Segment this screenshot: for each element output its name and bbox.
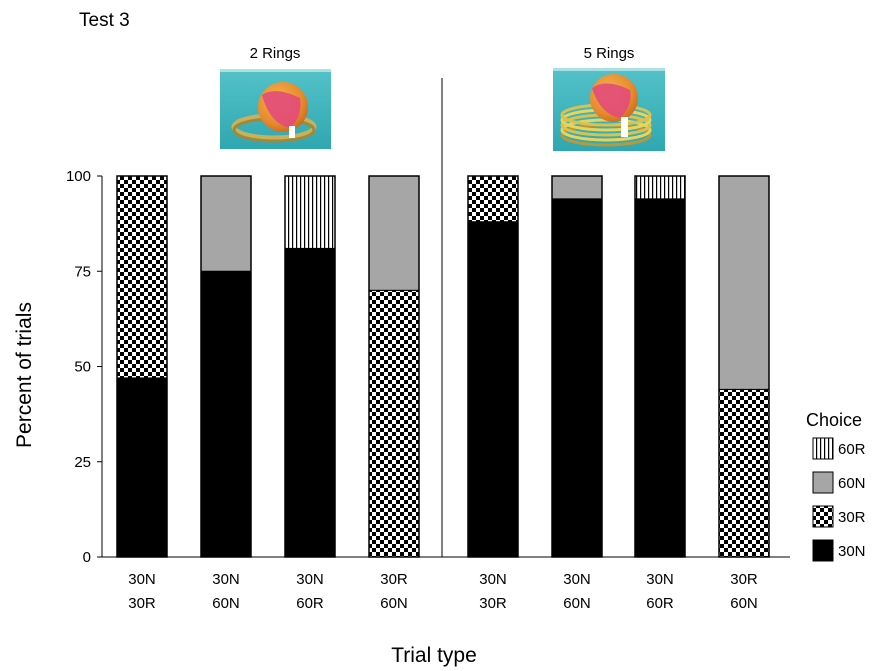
ball-on-two-rings-photo (220, 69, 331, 149)
bar-segment-60N (718, 175, 770, 390)
bar-segment-30N (634, 198, 686, 558)
y-tick-label: 75 (74, 263, 91, 280)
legend-swatch-30R (812, 505, 834, 528)
x-tick-label-line1: 30R (380, 571, 408, 588)
legend-swatch-30N (812, 539, 834, 562)
y-tick-label: 100 (66, 168, 91, 185)
chart-title: Test 3 (79, 10, 130, 31)
bar-outline (634, 175, 686, 558)
legend-swatch-60N (812, 471, 834, 494)
x-tick-label-line2: 60N (212, 595, 240, 612)
bar-segment-30N (200, 270, 252, 558)
x-tick-label-line1: 30N (128, 571, 156, 588)
legend-label-30N: 30N (838, 543, 866, 560)
x-tick-label-line1: 30R (730, 571, 758, 588)
bar-outline (467, 175, 519, 558)
legend-swatch-60R (812, 437, 834, 460)
bar-segment-30R (368, 289, 420, 558)
group-label-2-rings: 2 Rings (250, 45, 301, 62)
legend-label-60R: 60R (838, 441, 866, 458)
bar-outline (551, 175, 603, 558)
x-tick-label-line2: 60R (646, 595, 674, 612)
x-tick-label-line1: 30N (563, 571, 591, 588)
bar-outline (368, 175, 420, 558)
bar-outline (284, 175, 336, 558)
bar-outline (718, 175, 770, 558)
y-tick-label: 25 (74, 454, 91, 471)
y-tick-label: 0 (83, 549, 91, 566)
bar-segment-30N (467, 221, 519, 558)
x-axis-title: Trial type (391, 644, 477, 667)
x-tick-label-line2: 30R (479, 595, 507, 612)
x-tick-label-line2: 60N (380, 595, 408, 612)
y-axis-title: Percent of trials (13, 302, 36, 448)
x-tick-label-line2: 60R (296, 595, 324, 612)
bar-segment-30N (284, 247, 336, 558)
bar-segment-60R (634, 175, 686, 200)
bar-segment-30R (116, 175, 168, 379)
bar-segment-60N (368, 175, 420, 291)
x-tick-label-line2: 60N (563, 595, 591, 612)
bar-segment-30N (116, 377, 168, 558)
bar-outline (200, 175, 252, 558)
legend-title: Choice (806, 410, 862, 430)
bar-segment-60N (200, 175, 252, 272)
x-tick-label-line1: 30N (296, 571, 324, 588)
x-tick-label-line1: 30N (646, 571, 674, 588)
legend: 60R 60N 30R 30N (812, 437, 866, 562)
bar-segment-30R (467, 175, 519, 223)
bar-segment-30N (551, 198, 603, 558)
bar-segment-30R (718, 388, 770, 558)
x-tick-label-line2: 60N (730, 595, 758, 612)
y-tick-label: 50 (74, 359, 91, 376)
legend-label-30R: 30R (838, 509, 866, 526)
x-tick-label-line1: 30N (479, 571, 507, 588)
ball-on-five-rings-photo (553, 68, 665, 151)
legend-label-60N: 60N (838, 475, 866, 492)
bar-outline (116, 175, 168, 558)
bar-segment-60R (284, 175, 336, 249)
group-label-5-rings: 5 Rings (584, 45, 635, 62)
x-tick-label-line1: 30N (212, 571, 240, 588)
x-tick-label-line2: 30R (128, 595, 156, 612)
bar-segment-60N (551, 175, 603, 200)
